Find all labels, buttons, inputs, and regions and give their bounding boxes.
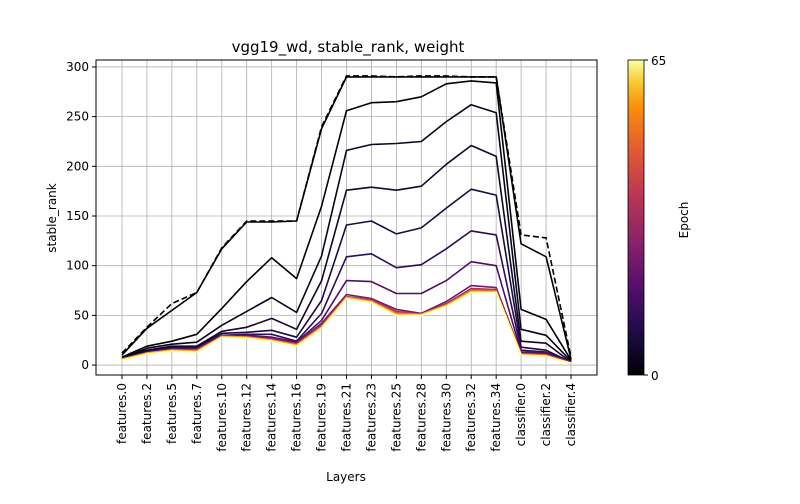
x-tick-label: features.14 (265, 383, 279, 452)
y-axis-label: stable_rank (45, 183, 59, 253)
y-tick-label: 250 (66, 110, 89, 124)
series-line-epoch-8 (121, 188, 572, 363)
y-tick-label: 0 (81, 358, 89, 372)
x-tick-label: features.23 (364, 383, 378, 452)
x-tick-label: features.2 (140, 383, 154, 444)
y-tick-label: 50 (74, 308, 89, 322)
x-ticks: features.0 features.2 features.5 features.7… (115, 375, 578, 452)
series-line-epoch-41 (121, 288, 572, 364)
series-line-epoch-12 (121, 230, 572, 363)
x-tick-label: features.5 (165, 383, 179, 444)
y-tick-label: 150 (66, 209, 89, 223)
x-tick-label: features.16 (290, 383, 304, 452)
x-tick-label: features.32 (464, 383, 478, 452)
y-tick-label: 300 (66, 60, 89, 74)
x-tick-label: features.19 (315, 383, 329, 452)
colorbar-label: Epoch (677, 202, 691, 239)
x-tick-label: features.12 (240, 383, 254, 452)
colorbar (627, 59, 645, 376)
series-line-epoch-1 (121, 80, 572, 361)
x-tick-label: features.21 (340, 383, 354, 452)
x-tick-label: classifier.0 (514, 383, 528, 446)
x-axis-label: Layers (326, 470, 366, 484)
x-tick-label: classifier.2 (539, 383, 553, 446)
x-tick-label: features.10 (215, 383, 229, 452)
x-tick-label: features.7 (190, 383, 204, 444)
x-tick-label: features.25 (389, 383, 403, 452)
y-tick-label: 200 (66, 159, 89, 173)
chart-title: vgg19_wd, stable_rank, weight (232, 38, 465, 57)
colorbar-min-label: 0 (651, 369, 659, 383)
series-line-epoch-5 (121, 144, 572, 363)
x-tick-label: features.28 (414, 383, 428, 452)
series-line-epoch-24 (121, 284, 572, 363)
y-ticks: 0 50 100 150 200 250 300 (66, 60, 96, 372)
x-tick-label: classifier.4 (564, 383, 578, 446)
grid (96, 60, 597, 375)
series-line-epoch-3 (121, 103, 572, 362)
y-tick-label: 100 (66, 259, 89, 273)
colorbar-max-label: 65 (651, 54, 666, 68)
x-tick-label: features.34 (489, 383, 503, 452)
series-line-epoch-65 (121, 291, 572, 364)
reference-series-dashed (121, 75, 572, 358)
x-tick-label: features.0 (115, 383, 129, 444)
series-lines (121, 75, 572, 364)
x-tick-label: features.30 (439, 383, 453, 452)
